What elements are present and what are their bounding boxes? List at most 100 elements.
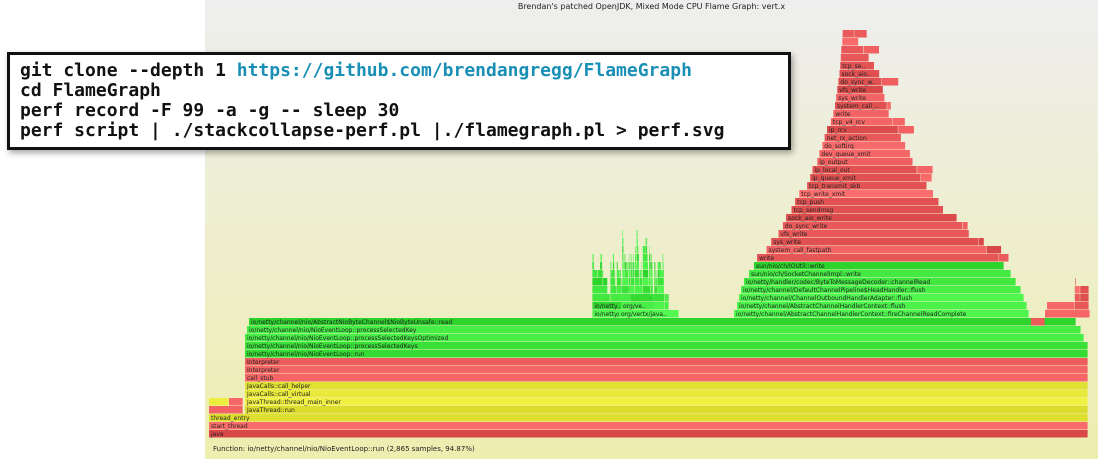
frame-203[interactable] (842, 38, 859, 46)
frame-147[interactable] (657, 278, 659, 286)
frame-102[interactable] (635, 270, 639, 278)
frame-202[interactable] (863, 46, 879, 54)
frame-166[interactable] (999, 254, 1009, 262)
frame-11[interactable] (209, 398, 229, 406)
frame-88[interactable] (630, 294, 651, 302)
frame-159[interactable] (737, 302, 1027, 310)
frame-25[interactable] (592, 254, 593, 262)
frame-33[interactable] (610, 294, 622, 302)
frame-61[interactable] (658, 262, 661, 270)
frame-174[interactable] (786, 214, 957, 222)
frame-109[interactable] (636, 238, 638, 246)
frame-96[interactable] (632, 270, 635, 278)
frame-100[interactable] (635, 286, 643, 294)
frame-142[interactable] (654, 270, 656, 278)
frame-120[interactable] (642, 254, 648, 262)
frame-125[interactable] (647, 254, 649, 262)
frame-190[interactable] (893, 118, 905, 126)
frame-82[interactable] (627, 262, 629, 270)
frame-62[interactable] (661, 270, 664, 278)
frame-168[interactable] (986, 246, 1002, 254)
flame-graph[interactable]: javastart_threadthread_entryJavaThread::… (205, 0, 1098, 459)
frame-39[interactable] (612, 262, 615, 270)
frame-175[interactable] (791, 206, 944, 214)
frame-148[interactable] (657, 270, 659, 278)
frame-12[interactable] (229, 398, 243, 406)
frame-204[interactable] (842, 30, 854, 38)
frame-180[interactable] (920, 174, 932, 182)
frame-4[interactable] (245, 398, 1088, 406)
frame-169[interactable] (771, 238, 979, 246)
frame-27[interactable] (597, 270, 603, 278)
frame-162[interactable] (744, 278, 1016, 286)
frame-19[interactable] (592, 302, 631, 310)
frame-108[interactable] (636, 246, 639, 254)
frame-70[interactable] (622, 278, 629, 286)
frame-215[interactable] (1031, 318, 1045, 326)
frame-196[interactable] (838, 78, 882, 86)
frame-30[interactable] (600, 254, 602, 262)
frame-17[interactable] (249, 318, 1076, 326)
frame-213[interactable] (1080, 294, 1089, 302)
frame-2[interactable] (209, 414, 1088, 422)
frame-157[interactable] (667, 294, 669, 302)
frame-84[interactable] (628, 278, 630, 286)
frame-98[interactable] (632, 254, 634, 262)
frame-119[interactable] (642, 262, 648, 270)
frame-28[interactable] (600, 262, 603, 270)
frame-152[interactable] (663, 278, 664, 286)
frame-80[interactable] (624, 254, 626, 262)
frame-45[interactable] (616, 262, 618, 270)
frame-181[interactable] (812, 166, 917, 174)
frame-48[interactable] (620, 270, 621, 278)
frame-79[interactable] (624, 262, 627, 270)
frame-23[interactable] (592, 270, 598, 278)
frame-191[interactable] (833, 110, 889, 118)
frame-41[interactable] (614, 270, 616, 278)
frame-167[interactable] (766, 246, 987, 254)
frame-193[interactable] (887, 102, 891, 110)
frame-122[interactable] (645, 246, 648, 254)
frame-0[interactable] (209, 430, 1088, 438)
frame-42[interactable] (616, 286, 622, 294)
frame-195[interactable] (837, 86, 883, 94)
frame-64[interactable] (662, 254, 664, 262)
frame-194[interactable] (836, 94, 885, 102)
frame-68[interactable] (622, 294, 631, 302)
frame-72[interactable] (622, 262, 624, 270)
frame-38[interactable] (611, 270, 615, 278)
frame-90[interactable] (630, 278, 635, 286)
frame-188[interactable] (898, 126, 914, 134)
frame-67[interactable] (621, 294, 622, 302)
frame-31[interactable] (602, 278, 608, 286)
frame-186[interactable] (824, 134, 901, 142)
frame-76[interactable] (622, 230, 623, 238)
frame-155[interactable] (664, 302, 669, 310)
frame-7[interactable] (245, 374, 1088, 382)
frame-105[interactable] (635, 246, 637, 254)
frame-146[interactable] (657, 286, 664, 294)
frame-200[interactable] (840, 54, 869, 62)
frame-66[interactable] (621, 302, 654, 310)
frame-16[interactable] (247, 326, 1081, 334)
frame-21[interactable] (592, 286, 608, 294)
frame-138[interactable] (654, 302, 664, 310)
frame-144[interactable] (655, 278, 658, 286)
frame-133[interactable] (651, 286, 653, 294)
frame-124[interactable] (646, 238, 648, 246)
frame-75[interactable] (622, 238, 624, 246)
frame-214[interactable] (1080, 286, 1089, 294)
frame-116[interactable] (642, 286, 651, 294)
frame-22[interactable] (592, 278, 603, 286)
frame-192[interactable] (835, 102, 887, 110)
frame-118[interactable] (642, 270, 648, 278)
frame-189[interactable] (830, 118, 893, 126)
frame-208[interactable] (1074, 302, 1089, 310)
frame-198[interactable] (839, 70, 880, 78)
frame-176[interactable] (795, 198, 939, 206)
frame-183[interactable] (817, 158, 913, 166)
frame-40[interactable] (612, 254, 614, 262)
frame-158[interactable] (734, 310, 1029, 318)
frame-37[interactable] (610, 262, 612, 270)
frame-130[interactable] (649, 254, 651, 262)
